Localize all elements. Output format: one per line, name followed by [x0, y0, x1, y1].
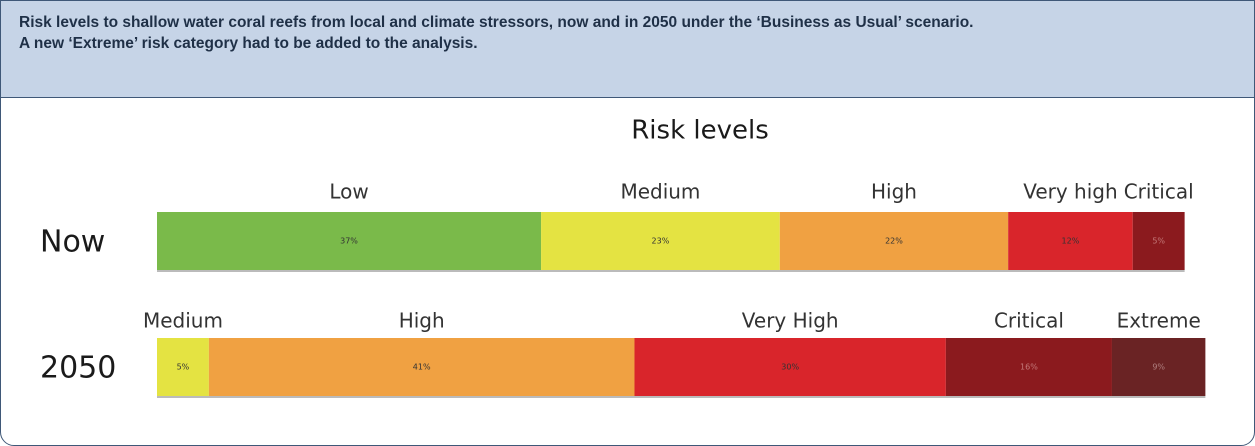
- value-label: 23%: [652, 237, 670, 246]
- bar-segment: [779, 212, 1009, 270]
- value-label: 41%: [413, 363, 431, 372]
- value-label: 16%: [1020, 363, 1038, 372]
- value-label: 5%: [1152, 237, 1165, 246]
- segment-name: Medium: [143, 309, 223, 333]
- chart-title: Risk levels: [631, 116, 769, 146]
- bar-segment: [1111, 338, 1206, 396]
- bar-segment: [541, 212, 780, 270]
- bar-segment: [157, 212, 542, 270]
- value-label: 12%: [1062, 237, 1080, 246]
- segment-name: Extreme: [1117, 309, 1201, 333]
- bar-segment: [945, 338, 1112, 396]
- value-label: 22%: [885, 237, 903, 246]
- caption-line: A new ‘Extreme’ risk category had to be …: [19, 35, 478, 52]
- segment-name: Medium: [620, 180, 700, 204]
- segment-name: High: [399, 309, 445, 333]
- bar-segment: [1008, 212, 1133, 270]
- caption-line: Risk levels to shallow water coral reefs…: [19, 14, 974, 31]
- segment-name: Critical: [994, 309, 1064, 333]
- segment-name: Critical: [1124, 180, 1194, 204]
- value-label: 9%: [1152, 363, 1165, 372]
- bar-segment: [1132, 212, 1185, 270]
- row-label: 2050: [40, 351, 116, 386]
- segment-name: High: [871, 180, 917, 204]
- value-label: 5%: [177, 363, 190, 372]
- bar-segment: [157, 338, 209, 396]
- value-label: 37%: [340, 237, 358, 246]
- bar-segment: [208, 338, 635, 396]
- bar-segment: [634, 338, 946, 396]
- segment-name: Low: [329, 180, 368, 204]
- caption-box: Risk levels to shallow water coral reefs…: [1, 1, 1254, 98]
- segment-name: Very high: [1023, 180, 1117, 204]
- row-label: Now: [40, 225, 105, 260]
- value-label: 30%: [781, 363, 799, 372]
- segment-name: Very High: [742, 309, 839, 333]
